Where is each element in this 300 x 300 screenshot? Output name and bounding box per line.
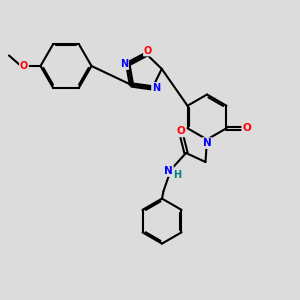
Text: N: N [202, 138, 211, 148]
Text: N: N [152, 83, 160, 93]
Text: O: O [20, 61, 28, 71]
Text: O: O [176, 126, 185, 136]
Text: N: N [120, 59, 128, 69]
Text: N: N [164, 166, 173, 176]
Text: H: H [173, 170, 182, 180]
Text: O: O [144, 46, 152, 56]
Text: O: O [242, 123, 251, 133]
